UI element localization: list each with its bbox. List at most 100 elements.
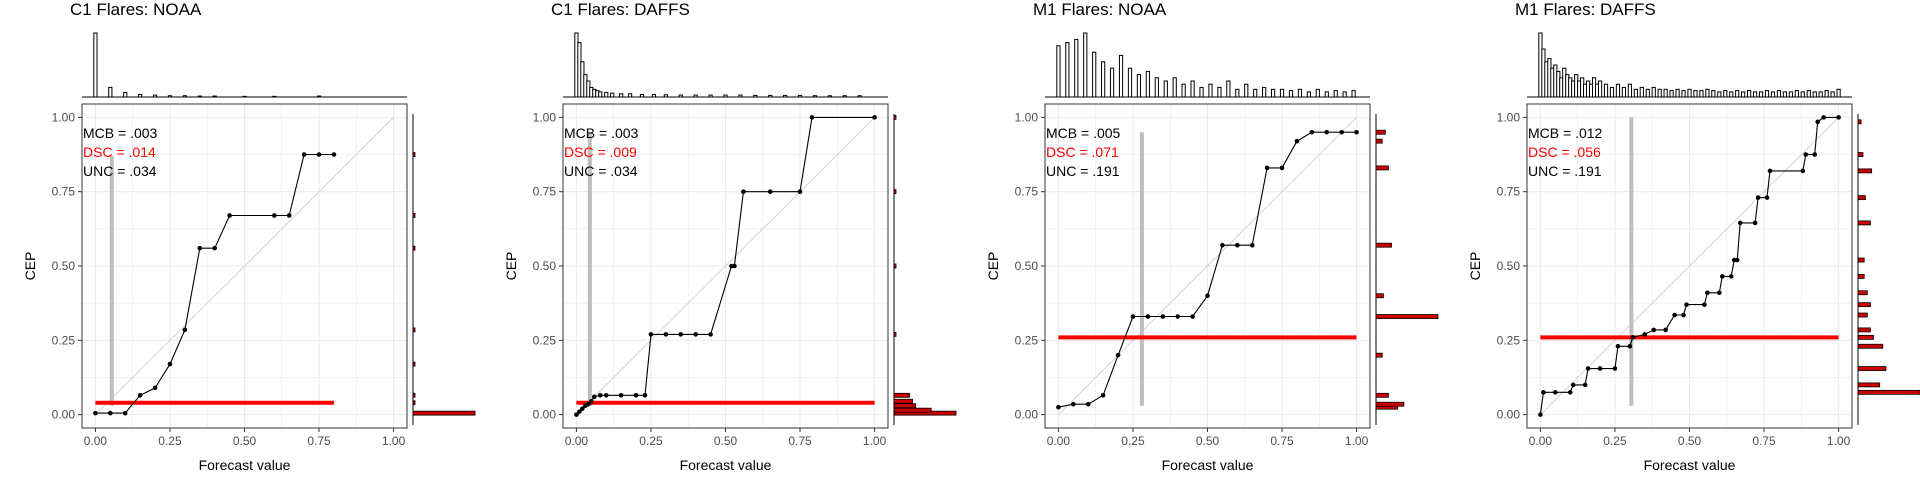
reliability-point [1717,290,1722,296]
top-histogram-bar [1782,91,1788,98]
top-histogram-bar [1669,90,1674,98]
reliability-point [1627,343,1633,349]
y-tick-label: 1.00 [533,110,557,124]
reliability-point [732,263,737,269]
y-tick-label: 0.50 [52,259,76,273]
chart-title: M1 Flares: DAFFS [1515,0,1656,19]
top-histogram-bar [1729,91,1734,98]
grid [82,104,407,428]
top-histogram-bar [1226,80,1231,98]
top-histogram-bar [1836,88,1841,98]
side-histogram-bar [412,152,416,157]
top-histogram-bar [1687,88,1692,98]
stat-mcb: MCB = .003 [564,125,639,141]
top-histogram-bar [1633,88,1638,98]
chart-panel: C1 Flares: DAFFS MCB = .003 DSC = .009 UNC … [503,0,957,473]
top-histogram-bar [1711,90,1716,98]
reliability-point [167,361,173,367]
reliability-point [1755,195,1761,200]
x-tick-label: 0.50 [1678,434,1702,448]
y-tick-label: 0.50 [1497,259,1521,273]
side-histogram [1375,114,1439,425]
top-histogram-bar [1597,80,1603,98]
stat-dsc: DSC = .014 [83,144,156,160]
stat-dsc: DSC = .009 [564,144,637,160]
reliability-point [108,410,113,416]
side-histogram [893,114,957,425]
x-tick-label: 1.00 [382,434,406,448]
y-axis-label: CEP [503,252,519,281]
stat-dsc: DSC = .056 [1528,144,1601,160]
top-histogram [1045,32,1370,98]
side-histogram-bar [893,403,917,409]
top-histogram-bar [1651,86,1656,98]
reliability-point [1339,129,1344,135]
side-histogram-bar [1857,302,1871,308]
y-tick-label: 0.25 [52,333,76,347]
top-histogram-bar [1609,86,1615,98]
top-histogram-bar [1812,91,1817,98]
diagonal-line [1540,117,1839,415]
reliability-point [137,393,143,398]
x-tick-label: 1.00 [1345,434,1369,448]
top-histogram-bar [1127,67,1133,98]
y-axis-label: CEP [1467,252,1483,281]
x-axis-label: Forecast value [1644,457,1736,473]
reliability-point [1324,129,1330,135]
reliability-point [797,189,803,194]
reliability-point [693,332,698,337]
y-tick-label: 0.75 [533,185,557,199]
x-tick-label: 0.00 [1529,434,1553,448]
reliability-point [1354,129,1359,135]
top-histogram-bar [1101,61,1106,98]
y-tick-label: 0.25 [533,333,557,347]
top-histogram-bar [1208,83,1213,98]
x-tick-label: 0.50 [714,434,738,448]
side-histogram-bar [893,114,897,120]
x-tick-label: 0.00 [1047,434,1071,448]
reliability-point [1145,314,1151,319]
axes: 0.00 0.00 0.25 0.25 0.50 0.50 0.75 0.75 1.00 1.00… [22,110,406,473]
reliability-point [1100,393,1106,398]
side-histogram-bar [412,410,476,416]
reliability-point [708,332,713,337]
top-histogram-bar [604,92,609,98]
top-histogram-bar [1333,90,1338,98]
y-tick-label: 1.00 [1015,110,1039,124]
side-histogram-bar [1857,195,1866,201]
reliability-point [331,152,337,157]
top-histogram-bar [1288,90,1294,98]
stat-unc: UNC = .191 [1528,163,1602,179]
chart-panel: C1 Flares: NOAA MCB = .003 DSC = .014 UNC =… [22,0,476,473]
top-histogram-bar [1244,83,1249,98]
reliability-point [1570,382,1576,388]
top-histogram-bar [610,92,615,98]
side-histogram-bar [1375,352,1383,358]
side-histogram-bar [1375,242,1392,248]
reliability-point [272,213,277,218]
reliability-point [93,410,98,416]
reliability-point [1821,115,1826,120]
x-tick-label: 0.00 [84,434,108,448]
x-tick-label: 0.25 [1121,434,1145,448]
x-axis-label: Forecast value [199,457,291,473]
top-histogram-bar [1074,38,1079,98]
top-histogram-bar [1181,83,1186,98]
reliability-point [1160,314,1166,319]
top-histogram-bar [1199,86,1204,98]
reliability-point [577,409,582,414]
top-histogram-bar [1699,90,1704,98]
top-histogram-bar [1190,80,1195,98]
top-histogram-bar [1217,86,1222,98]
reliability-point [1803,152,1809,157]
reliability-point [1719,274,1725,279]
reliability-point [618,393,624,398]
top-histogram-bar [1163,80,1168,98]
stat-unc: UNC = .034 [564,163,638,179]
top-histogram-bar [1092,51,1097,98]
side-histogram-bar [1857,168,1873,174]
reliability-point [1764,195,1770,200]
x-axis-label: Forecast value [1162,457,1254,473]
reliability-point [642,393,648,398]
reliability-point [1663,327,1668,333]
